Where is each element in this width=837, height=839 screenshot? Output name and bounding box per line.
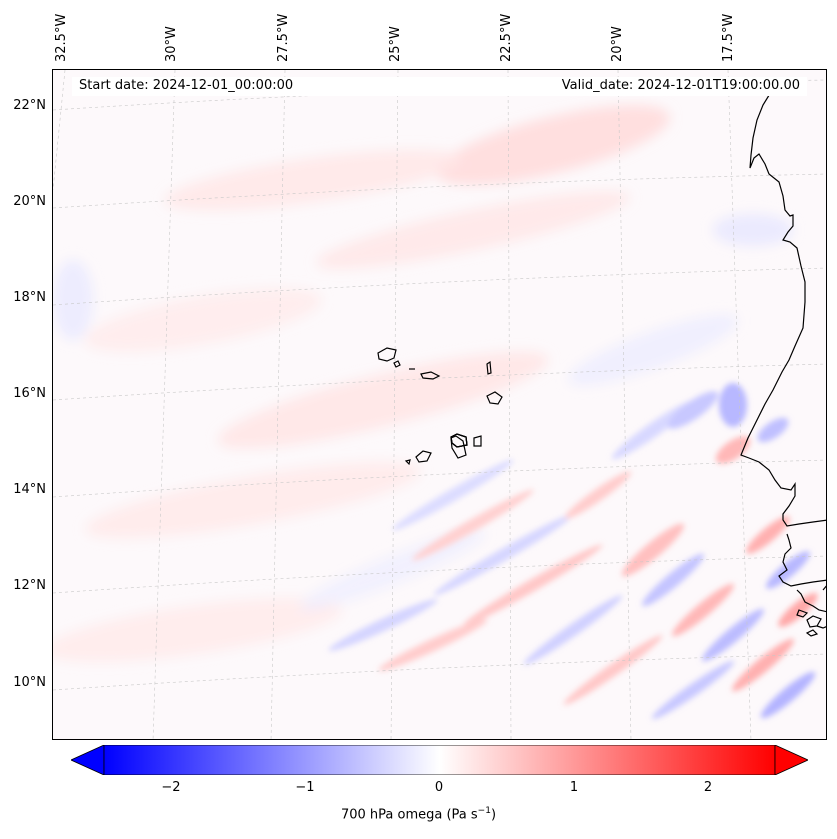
colorbar-extend-max — [774, 745, 808, 775]
lat-label-20n: 20°N — [13, 194, 46, 209]
coastline-west-africa — [740, 91, 826, 637]
map-panel — [52, 69, 827, 740]
lat-label-12n: 12°N — [13, 578, 46, 593]
colorbar-tick-0: 0 — [434, 780, 444, 795]
lon-label-32-5w: 32.5°W — [54, 13, 69, 62]
colorbar-label-superscript: −1 — [477, 806, 491, 816]
colorbar-gradient — [103, 745, 776, 775]
lon-label-20w: 20°W — [610, 26, 625, 62]
lat-label-10n: 10°N — [13, 675, 46, 690]
colorbar-tick-minus-2: −2 — [161, 780, 181, 795]
graticule — [53, 70, 826, 739]
map-info-bar: Start date: 2024-12-01_00:00:00 Valid_da… — [72, 77, 807, 96]
start-date-label: Start date: 2024-12-01_00:00:00 — [79, 78, 294, 93]
lat-label-14n: 14°N — [13, 482, 46, 497]
lon-label-17-5w: 17.5°W — [721, 13, 736, 62]
omega-broad-anomalies — [53, 105, 793, 662]
lon-label-25w: 25°W — [388, 26, 403, 62]
colorbar-extend-min — [71, 745, 105, 775]
colorbar-label-text: 700 hPa omega (Pa s — [340, 807, 478, 823]
colorbar-label-suffix: ) — [490, 807, 497, 823]
cape-verde-islands — [377, 347, 503, 466]
lat-label-16n: 16°N — [13, 386, 46, 401]
colorbar-tick-2: 2 — [703, 780, 713, 795]
omega-field-map — [53, 70, 826, 739]
colorbar-label: 700 hPa omega (Pa s−1) — [0, 806, 837, 822]
lon-label-22-5w: 22.5°W — [499, 13, 514, 62]
lon-label-30w: 30°W — [164, 26, 179, 62]
lat-label-18n: 18°N — [13, 290, 46, 305]
colorbar-tick-1: 1 — [569, 780, 579, 795]
lat-label-22n: 22°N — [13, 98, 46, 113]
lon-label-27-5w: 27.5°W — [276, 13, 291, 62]
colorbar — [71, 745, 808, 775]
colorbar-tick-minus-1: −1 — [295, 780, 315, 795]
valid-date-label: Valid_date: 2024-12-01T19:00:00.00 — [561, 78, 800, 93]
omega-wave-train — [328, 383, 818, 720]
